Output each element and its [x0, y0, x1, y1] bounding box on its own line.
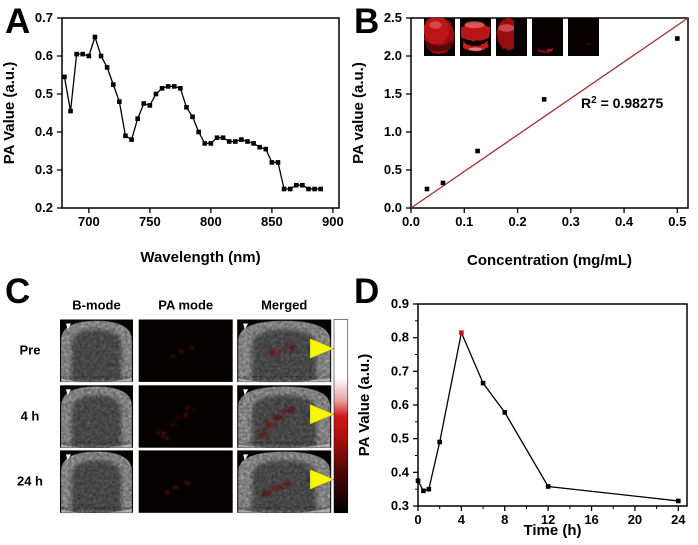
svg-text:20: 20 — [628, 512, 642, 527]
svg-text:Merged: Merged — [261, 298, 307, 313]
svg-text:0.9: 0.9 — [391, 296, 409, 311]
svg-text:C: C — [5, 272, 30, 311]
svg-text:0.4: 0.4 — [615, 214, 634, 229]
svg-text:Time (h): Time (h) — [523, 522, 581, 539]
svg-text:B: B — [354, 2, 379, 41]
svg-text:900: 900 — [322, 214, 344, 229]
svg-text:0.5: 0.5 — [668, 214, 686, 229]
svg-text:A: A — [5, 2, 30, 41]
svg-text:850: 850 — [261, 214, 283, 229]
svg-text:Pre: Pre — [20, 343, 41, 358]
svg-text:PA Value (a.u.): PA Value (a.u.) — [1, 62, 18, 165]
svg-text:0.6: 0.6 — [35, 48, 53, 63]
svg-text:0.4: 0.4 — [35, 124, 54, 139]
svg-text:0.1: 0.1 — [455, 214, 473, 229]
svg-text:0.0: 0.0 — [384, 200, 402, 215]
svg-text:0.4: 0.4 — [391, 464, 410, 479]
svg-text:4 h: 4 h — [21, 409, 40, 424]
svg-text:0.7: 0.7 — [391, 363, 409, 378]
svg-text:PA mode: PA mode — [158, 298, 213, 313]
svg-text:750: 750 — [139, 214, 161, 229]
svg-text:2.0: 2.0 — [384, 48, 402, 63]
svg-text:24 h: 24 h — [17, 474, 43, 489]
svg-text:1.5: 1.5 — [384, 86, 402, 101]
svg-text:0.5: 0.5 — [384, 162, 402, 177]
svg-text:0: 0 — [414, 512, 421, 527]
svg-text:PA value (a.u.): PA value (a.u.) — [350, 62, 367, 164]
svg-text:0.3: 0.3 — [35, 162, 53, 177]
svg-text:0.5: 0.5 — [35, 86, 53, 101]
svg-text:0.3: 0.3 — [562, 214, 580, 229]
svg-text:B-mode: B-mode — [72, 298, 120, 313]
svg-text:800: 800 — [200, 214, 222, 229]
svg-text:Wavelength (nm): Wavelength (nm) — [140, 249, 260, 266]
svg-text:700: 700 — [78, 214, 100, 229]
svg-text:0.3: 0.3 — [391, 498, 409, 513]
svg-text:0.8: 0.8 — [391, 330, 409, 345]
svg-text:0.2: 0.2 — [509, 214, 527, 229]
svg-text:D: D — [354, 272, 379, 311]
svg-text:0.5: 0.5 — [391, 431, 409, 446]
svg-text:Concentration (mg/mL): Concentration (mg/mL) — [467, 252, 632, 269]
svg-text:8: 8 — [501, 512, 508, 527]
svg-text:24: 24 — [671, 512, 686, 527]
svg-text:0.2: 0.2 — [35, 200, 53, 215]
svg-text:0.0: 0.0 — [402, 214, 420, 229]
svg-text:0.7: 0.7 — [35, 10, 53, 25]
svg-text:0.6: 0.6 — [391, 397, 409, 412]
svg-text:1.0: 1.0 — [384, 124, 402, 139]
svg-text:4: 4 — [458, 512, 466, 527]
svg-text:16: 16 — [584, 512, 598, 527]
svg-text:PA Value (a.u.): PA Value (a.u.) — [356, 354, 373, 457]
svg-text:2.5: 2.5 — [384, 10, 402, 25]
